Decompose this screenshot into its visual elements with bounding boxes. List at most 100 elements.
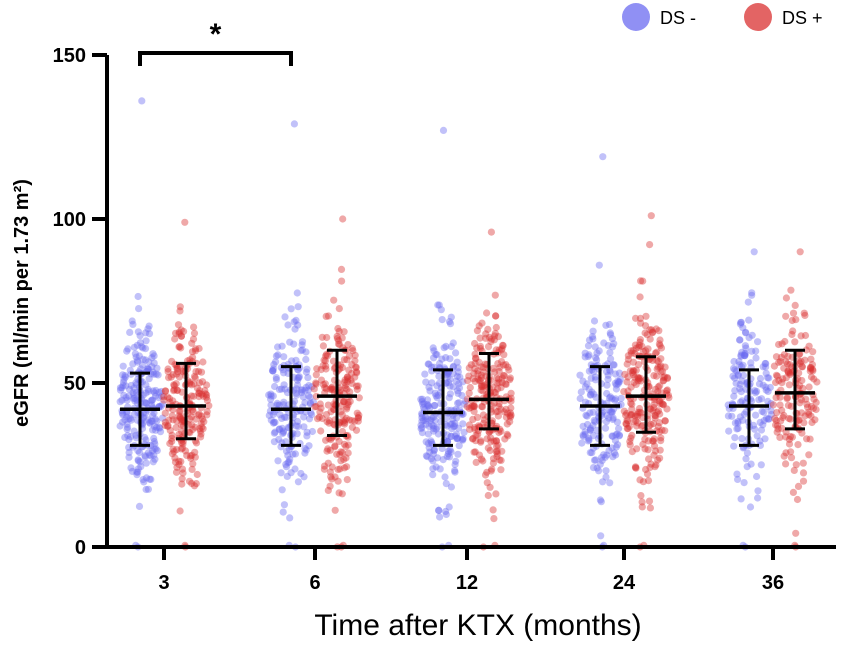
data-point-ds-plus (653, 348, 661, 356)
data-point-ds-minus (756, 418, 764, 426)
data-point-ds-minus (432, 350, 440, 359)
data-point-ds-minus (604, 371, 612, 379)
data-point-ds-minus (130, 410, 138, 419)
data-point-ds-plus (169, 445, 177, 453)
data-point-ds-minus (120, 375, 128, 383)
data-point-ds-plus (502, 380, 510, 388)
data-point-ds-minus (434, 430, 442, 438)
data-point-ds-minus (142, 399, 150, 407)
data-point-ds-plus (196, 425, 204, 433)
data-point-ds-plus (811, 416, 819, 424)
data-point-ds-plus (320, 356, 328, 364)
data-point-ds-plus (348, 423, 356, 431)
data-point-ds-minus (745, 316, 753, 324)
legend-item-ds-plus[interactable]: DS + (744, 3, 823, 31)
data-point-ds-plus (189, 460, 197, 468)
data-point-ds-minus (752, 347, 760, 355)
data-point-ds-minus (437, 306, 445, 314)
data-point-ds-plus (493, 453, 501, 461)
data-point-ds-minus (148, 354, 156, 362)
data-point-ds-minus (141, 452, 149, 460)
data-point-ds-minus (585, 336, 594, 344)
data-point-ds-minus (430, 427, 438, 435)
data-point-ds-plus (333, 332, 341, 340)
data-point-ds-plus (469, 375, 477, 383)
data-point-ds-plus (500, 371, 508, 380)
data-point-ds-minus (452, 430, 460, 438)
data-point-ds-plus (776, 433, 784, 441)
data-point-ds-plus (773, 409, 781, 417)
data-point-ds-plus (324, 312, 333, 320)
data-point-ds-plus (344, 449, 352, 457)
data-point-ds-plus (647, 460, 655, 468)
data-point-ds-plus (782, 358, 790, 366)
data-point-ds-plus (192, 439, 201, 447)
data-point-ds-plus (193, 384, 201, 392)
data-point-ds-plus (497, 384, 505, 392)
data-point-ds-minus (604, 342, 612, 350)
data-point-ds-plus (798, 376, 806, 385)
data-point-ds-minus (141, 345, 150, 353)
data-point-ds-plus (503, 420, 511, 428)
data-point-ds-minus (742, 455, 750, 463)
data-point-ds-minus (585, 367, 594, 375)
data-point-ds-plus (476, 334, 484, 342)
data-point-ds-minus (136, 458, 144, 466)
data-point-ds-minus (298, 386, 306, 394)
data-point-ds-plus (623, 409, 631, 418)
data-point-ds-minus (277, 469, 285, 477)
data-point-ds-plus (469, 435, 477, 443)
data-point-ds-plus (323, 333, 331, 342)
data-point-ds-minus (459, 378, 467, 386)
data-point-ds-minus (149, 426, 157, 434)
data-point-ds-plus (465, 421, 474, 429)
data-point-ds-plus (190, 323, 198, 331)
data-point-ds-minus (736, 385, 744, 393)
data-point-ds-plus (328, 383, 336, 391)
legend-item-ds-minus[interactable]: DS - (622, 3, 696, 31)
data-point-ds-plus (654, 456, 662, 464)
data-point-ds-plus (341, 384, 349, 392)
data-point-ds-plus (505, 366, 513, 374)
data-point-ds-minus (147, 417, 155, 425)
data-point-ds-plus (500, 372, 509, 380)
data-point-ds-plus (333, 450, 341, 458)
data-point-ds-minus (283, 472, 291, 480)
data-point-ds-plus (789, 327, 797, 335)
data-point-ds-plus (334, 477, 342, 485)
data-point-ds-minus (300, 413, 308, 421)
data-point-ds-plus (806, 367, 814, 375)
data-point-ds-minus (418, 398, 426, 406)
data-point-ds-plus (506, 376, 514, 384)
data-point-ds-minus (271, 382, 279, 391)
data-point-ds-minus (128, 317, 136, 325)
data-point-ds-plus (638, 342, 646, 350)
data-point-ds-minus (124, 423, 132, 431)
data-point-ds-plus (172, 329, 180, 337)
data-point-ds-minus (586, 424, 595, 432)
data-point-ds-minus (136, 332, 144, 340)
data-point-ds-minus (125, 453, 133, 461)
data-point-ds-plus (322, 436, 330, 444)
data-point-ds-minus (446, 446, 454, 454)
data-point-ds-plus (316, 400, 324, 408)
data-point-ds-minus (148, 401, 156, 409)
data-point-ds-plus (788, 316, 796, 325)
data-point-ds-plus (319, 362, 327, 370)
data-point-ds-minus (144, 416, 152, 424)
data-point-ds-plus (789, 488, 798, 496)
data-point-ds-plus (655, 397, 663, 405)
data-point-ds-plus (794, 441, 802, 449)
data-point-ds-plus (632, 314, 640, 322)
data-point-ds-plus (656, 382, 664, 390)
data-point-ds-plus (491, 368, 499, 376)
data-point-ds-plus (657, 437, 665, 445)
data-point-ds-plus (340, 397, 348, 406)
data-point-ds-minus (442, 480, 450, 488)
data-point-ds-minus (743, 463, 751, 471)
data-point-ds-plus (492, 448, 500, 456)
data-point-ds-plus (646, 326, 654, 334)
data-point-ds-plus (654, 423, 662, 431)
data-point-ds-plus (801, 356, 809, 364)
data-point-ds-plus (482, 330, 490, 338)
